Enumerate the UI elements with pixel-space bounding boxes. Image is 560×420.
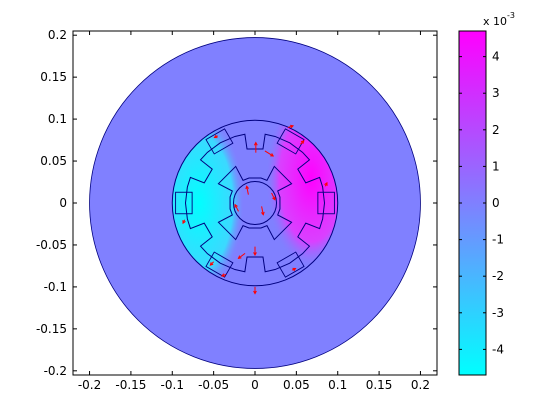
flux-arrow (238, 252, 246, 259)
x-axis: -0.2 -0.15 -0.1 -0.05 0 0.05 0.1 0.15 0.2 (78, 31, 430, 392)
flux-arrow-head (253, 141, 258, 146)
colorbar-tick-label: 0 (492, 196, 500, 210)
stator-outer-outline (171, 119, 339, 287)
x-tick-label: 0.1 (328, 378, 347, 392)
shaft-outline (232, 180, 278, 226)
colorbar-tick-label: -3 (492, 306, 504, 320)
flux-arrow-head (292, 267, 297, 272)
winding-slot (317, 191, 335, 215)
winding-slot (175, 191, 193, 215)
y-tick-label: 0.05 (40, 154, 67, 168)
flux-arrow-head (237, 255, 242, 260)
flux-arrow-head (245, 185, 250, 190)
flux-arrow-head (290, 124, 295, 129)
flux-arrow-head (324, 181, 328, 186)
colorbar-exponent-prefix: x 10 (483, 15, 507, 28)
winding-slot (205, 128, 234, 155)
flux-arrow (261, 206, 264, 215)
y-tick-label: -0.05 (36, 238, 67, 252)
flux-arrow-head (253, 290, 257, 295)
flux-arrow-head (182, 220, 186, 225)
colorbar-tick-label: -4 (492, 342, 504, 356)
colorbar-ticks: 4 3 2 1 0 -1 -2 -3 -4 (459, 50, 504, 356)
y-tick-label: -0.1 (44, 280, 67, 294)
flux-arrow (271, 192, 276, 200)
colorbar-tick-label: 4 (492, 50, 500, 64)
flux-arrow (234, 204, 239, 212)
x-tick-label: -0.05 (198, 378, 229, 392)
y-tick-label: 0 (59, 196, 67, 210)
flux-arrow-head (260, 211, 265, 216)
x-tick-label: -0.1 (161, 378, 184, 392)
x-tick-label: 0 (251, 378, 259, 392)
main-axes: -0.2 -0.15 -0.1 -0.05 0 0.05 0.1 0.15 0.2 0.2 0.1… (36, 28, 438, 392)
colorbar-exponent-value: -3 (507, 11, 515, 20)
y-axis: 0.2 0.15 0.1 0.05 0 -0.05 -0.1 -0.15 -0.2 (36, 28, 437, 378)
flux-arrow-head (272, 196, 276, 201)
winding-slot (276, 128, 305, 155)
colorbar-tick-label: -2 (492, 269, 504, 283)
y-tick-label: 0.2 (48, 28, 67, 42)
stator-teeth-outline (185, 133, 325, 273)
field-plot (89, 37, 421, 369)
flux-arrow (246, 186, 249, 195)
colorbar-exponent-label: x 10-3 (483, 11, 515, 28)
y-tick-label: -0.2 (44, 364, 67, 378)
colorbar-tick-label: 2 (492, 123, 500, 137)
x-tick-label: 0.15 (366, 378, 393, 392)
winding-slot (205, 251, 234, 278)
flux-arrows (182, 124, 328, 295)
flux-arrow-head (213, 134, 218, 139)
x-tick-label: -0.2 (78, 378, 101, 392)
y-tick-label: -0.15 (36, 322, 67, 336)
flux-arrow-head (209, 262, 214, 266)
colorbar-tick-label: 3 (492, 86, 500, 100)
colorbar-tick-label: -1 (492, 233, 504, 247)
flux-arrow-head (270, 153, 275, 157)
flux-arrow-head (300, 140, 305, 144)
rotor-outline (217, 165, 293, 241)
x-tick-label: 0.2 (411, 378, 430, 392)
x-tick-label: 0.05 (283, 378, 310, 392)
y-tick-label: 0.15 (40, 70, 67, 84)
y-tick-label: 0.1 (48, 112, 67, 126)
flux-arrow-head (220, 273, 225, 277)
winding-slot (276, 251, 305, 278)
x-tick-label: -0.15 (115, 378, 146, 392)
flux-arrow-head (234, 203, 238, 208)
flux-arrow (264, 150, 274, 157)
flux-arrow-head (253, 252, 257, 257)
colorbar-tick-label: 1 (492, 159, 500, 173)
colorbar-gradient (459, 31, 486, 375)
